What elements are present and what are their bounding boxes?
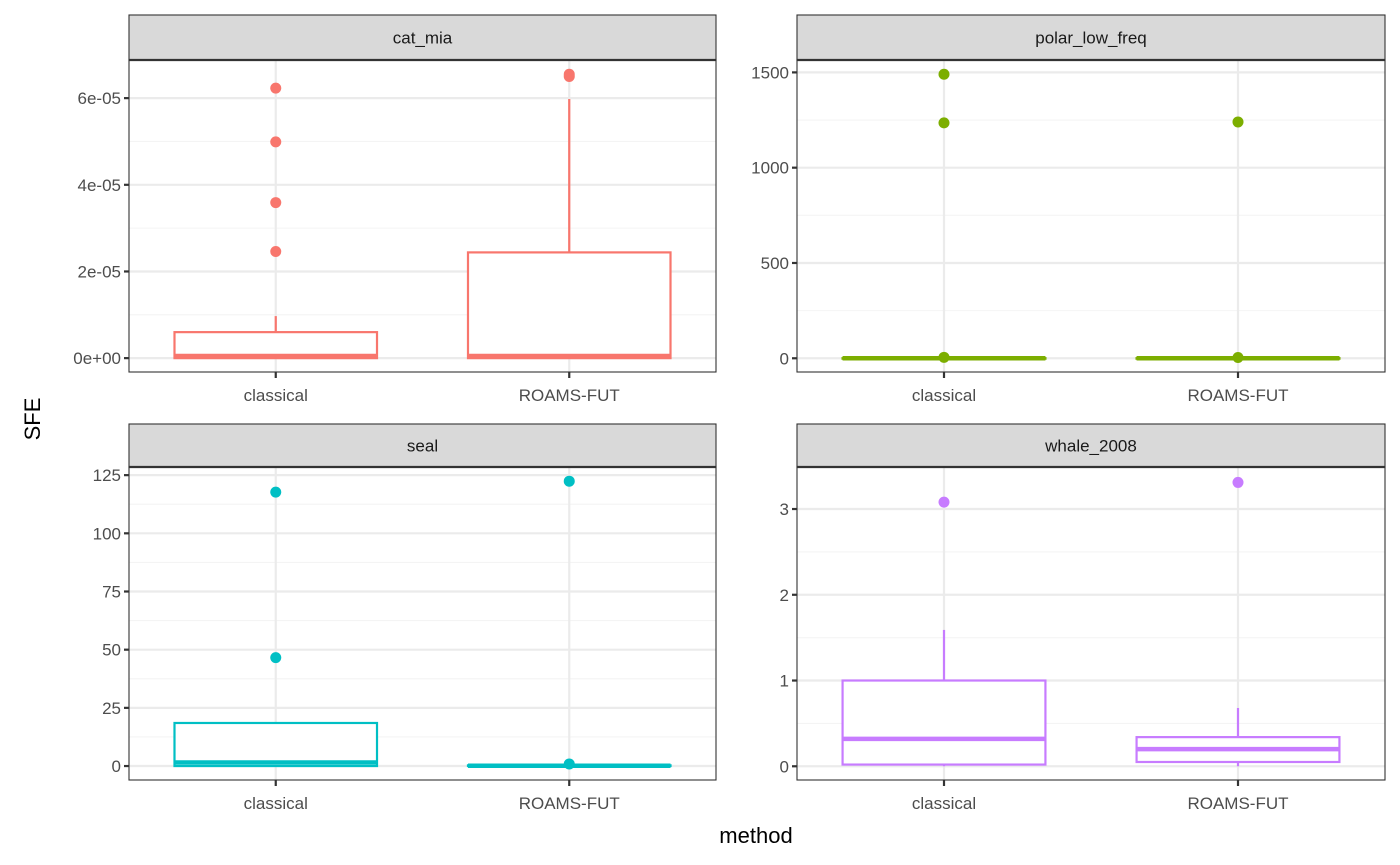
outlier-point <box>1232 352 1244 364</box>
panel-background <box>797 60 1385 372</box>
y-tick-label: 1 <box>780 672 789 691</box>
y-tick-label: 0e+00 <box>73 349 121 368</box>
outlier-point <box>938 496 950 508</box>
outlier-point <box>938 68 950 80</box>
outlier-point <box>1232 116 1244 128</box>
outlier-point <box>270 136 282 148</box>
box-iqr <box>841 679 1047 766</box>
facet-strip <box>128 14 717 61</box>
box-ROAMS-FUT <box>466 475 672 770</box>
outlier-point <box>270 82 282 94</box>
facet-strip-label: polar_low_freq <box>1035 29 1147 48</box>
y-tick-label: 2e-05 <box>78 262 121 281</box>
facet-panel-whale_2008: whale_2008 0 1 2 3 classical ROAMS-FUT <box>780 423 1386 813</box>
outlier-point <box>270 652 282 664</box>
outlier-point <box>270 197 282 209</box>
x-tick-label: classical <box>912 794 976 813</box>
y-tick-label: 0 <box>780 349 789 368</box>
y-tick-label: 0 <box>112 757 121 776</box>
x-tick-label: ROAMS-FUT <box>519 386 620 405</box>
x-tick-label: ROAMS-FUT <box>1187 794 1288 813</box>
outlier-point <box>563 68 575 80</box>
x-tick-label: ROAMS-FUT <box>1187 386 1288 405</box>
box-classical <box>841 496 1047 767</box>
y-tick-label: 125 <box>93 466 121 485</box>
y-tick-label: 1000 <box>751 159 789 178</box>
facet-strip <box>796 14 1386 61</box>
x-tick-label: classical <box>244 386 308 405</box>
box-classical <box>173 486 379 768</box>
outlier-point <box>938 351 950 363</box>
outlier-point <box>938 117 950 129</box>
facet-strip <box>796 423 1386 468</box>
outlier-point <box>1232 476 1244 488</box>
facet-panel-polar_low_freq: polar_low_freq 0 500 1000 1500 classical ROAMS… <box>751 14 1386 405</box>
box-ROAMS-FUT <box>466 68 672 360</box>
box-classical <box>173 82 379 360</box>
y-tick-label: 4e-05 <box>78 176 121 195</box>
facet-panel-cat_mia: cat_mia 0e+00 2e-05 4e-05 6e-05 classical ROAM… <box>73 14 717 405</box>
facet-strip-label: seal <box>407 437 438 456</box>
box-classical <box>841 68 1047 363</box>
y-tick-label: 6e-05 <box>78 89 121 108</box>
facet-strip-label: cat_mia <box>393 29 453 48</box>
x-tick-label: classical <box>244 794 308 813</box>
x-tick-label: ROAMS-FUT <box>519 794 620 813</box>
y-tick-label: 2 <box>780 586 789 605</box>
facet-panel-seal: seal 0 25 50 75 100 125 classical ROAMS-FUT <box>93 423 717 813</box>
outlier-point <box>563 758 575 770</box>
outlier-point <box>270 246 282 258</box>
box-iqr <box>173 721 379 768</box>
y-tick-label: 75 <box>102 583 121 602</box>
x-axis-title: method <box>719 823 792 848</box>
y-tick-label: 0 <box>780 757 789 776</box>
y-tick-label: 1500 <box>751 63 789 82</box>
box-iqr <box>466 251 672 360</box>
y-tick-label: 3 <box>780 500 789 519</box>
outlier-point <box>563 475 575 487</box>
facet-strip-label: whale_2008 <box>1044 437 1137 456</box>
facet-strip <box>128 423 717 468</box>
y-tick-label: 50 <box>102 641 121 660</box>
outlier-point <box>270 486 282 498</box>
x-tick-label: classical <box>912 386 976 405</box>
box-ROAMS-FUT <box>1135 116 1341 364</box>
y-tick-label: 500 <box>761 254 789 273</box>
y-axis-title: SFE <box>20 398 45 441</box>
box-ROAMS-FUT <box>1135 476 1341 767</box>
y-tick-label: 25 <box>102 699 121 718</box>
panels: cat_mia 0e+00 2e-05 4e-05 6e-05 classical ROAM… <box>73 14 1386 813</box>
y-tick-label: 100 <box>93 524 121 543</box>
